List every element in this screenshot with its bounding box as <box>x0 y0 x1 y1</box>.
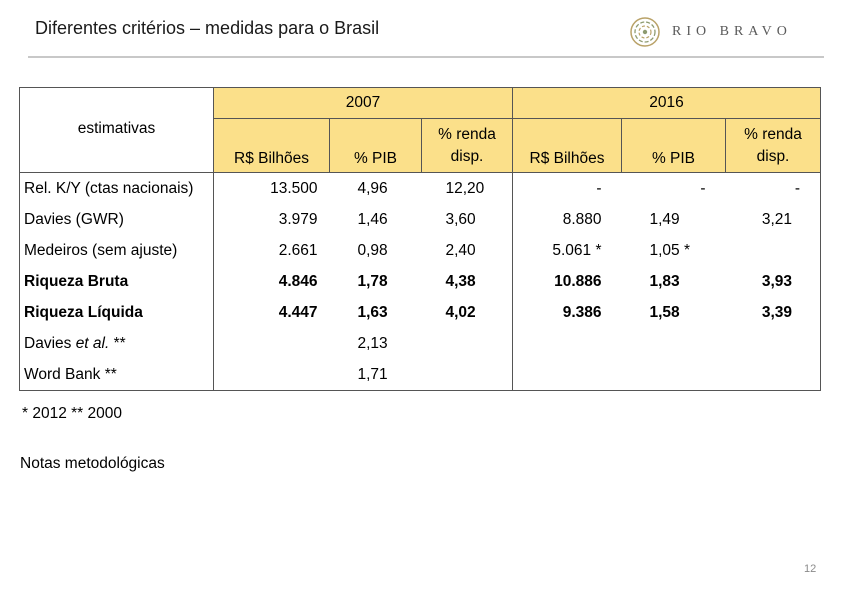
logo-circle-icon <box>630 17 660 47</box>
header-renda-line1: % renda <box>438 125 496 143</box>
cell-2016-pib: - <box>700 179 706 197</box>
cell-2007-renda: 3,60 <box>421 204 513 235</box>
row-label: Davies (GWR) <box>19 204 214 235</box>
cell-2016-renda: 3,21 <box>725 204 821 235</box>
header-year-2007: 2007 <box>213 87 513 119</box>
cell-2007-pib: 1,78 <box>357 272 388 290</box>
cell-2016-renda: 3,93 <box>725 266 821 297</box>
cell-2007-rs: 3.979 <box>278 210 318 228</box>
row-label-suffix: ** <box>109 334 126 352</box>
cell-2016-pib: 1,05 * <box>649 241 691 259</box>
row-label: Word Bank ** <box>19 359 214 391</box>
slide-title: Diferentes critérios – medidas para o Br… <box>35 18 380 38</box>
header-pct-renda-2007: % renda disp. <box>421 118 513 173</box>
table-row: Davies (GWR) 3.979 1,46 3,60 8.880 1,49 … <box>19 204 821 235</box>
cell-2016-renda <box>725 359 821 391</box>
cell-2007-pib: 2,13 <box>357 334 388 352</box>
cell-2007-pib: 4,96 <box>357 179 388 197</box>
header-pct-renda-2016: % renda disp. <box>725 118 821 173</box>
table-row: Rel. K/Y (ctas nacionais) 13.500 4,96 12… <box>19 172 821 204</box>
table-row: Riqueza Bruta 4.846 1,78 4,38 10.886 1,8… <box>19 266 821 297</box>
row-label: Medeiros (sem ajuste) <box>19 235 214 266</box>
cell-2016-pib: 1,58 <box>649 303 680 321</box>
page-number: 12 <box>804 563 817 575</box>
cell-2007-renda: 4,38 <box>421 266 513 297</box>
cell-2007-renda <box>421 359 513 391</box>
header-rs-bilhoes-2007: R$ Bilhões <box>213 118 330 173</box>
logo-wordmark: RIO BRAVO <box>672 24 792 39</box>
estimates-table: estimativas 2007 2016 R$ Bilhões % PIB %… <box>19 87 821 391</box>
cell-2007-rs <box>213 359 330 391</box>
cell-2007-renda: 12,20 <box>421 172 513 204</box>
cell-2016-rs: 8.880 <box>562 210 602 228</box>
header-rs-bilhoes-2016: R$ Bilhões <box>512 118 622 173</box>
cell-2007-renda: 4,02 <box>421 297 513 328</box>
row-label: Riqueza Bruta <box>19 266 214 297</box>
footnote: * 2012 ** 2000 <box>22 405 122 422</box>
row-label-italic: et al. <box>75 334 110 352</box>
header-year-2016: 2016 <box>512 87 821 119</box>
header-pct-pib-2007: % PIB <box>329 118 422 173</box>
table-row: Medeiros (sem ajuste) 2.661 0,98 2,40 5.… <box>19 235 821 266</box>
rio-bravo-logo: RIO BRAVO <box>628 14 828 50</box>
row-label-prefix: Davies <box>24 334 76 352</box>
cell-2016-rs: 9.386 <box>562 303 602 321</box>
cell-2007-pib: 1,46 <box>357 210 388 228</box>
table-row: Word Bank ** 1,71 <box>19 359 821 391</box>
header-estimativas: estimativas <box>19 87 214 173</box>
cell-2007-rs: 13.500 <box>270 179 318 197</box>
header-renda-line2: disp. <box>450 147 484 165</box>
cell-2007-pib: 0,98 <box>357 241 388 259</box>
cell-2007-rs <box>214 328 330 359</box>
table-row: Riqueza Líquida 4.447 1,63 4,02 9.386 1,… <box>19 297 821 328</box>
cell-2016-rs: 5.061 * <box>552 241 602 259</box>
cell-2016-renda <box>725 328 821 359</box>
cell-2007-pib: 1,63 <box>357 303 388 321</box>
title-divider <box>28 56 824 58</box>
cell-2007-rs: 4.447 <box>278 303 318 321</box>
header-renda-line2: disp. <box>756 147 790 165</box>
cell-2016-renda: - <box>725 172 821 204</box>
cell-2016-pib <box>622 328 726 359</box>
cell-2016-rs: - <box>596 179 602 197</box>
cell-2016-rs <box>513 328 622 359</box>
row-label: Riqueza Líquida <box>19 297 214 328</box>
cell-2007-pib: 1,71 <box>329 359 422 391</box>
cell-2016-renda: 3,39 <box>725 297 821 328</box>
notes-label: Notas metodológicas <box>20 455 165 472</box>
cell-2016-rs: 10.886 <box>554 272 602 290</box>
row-label: Rel. K/Y (ctas nacionais) <box>19 172 214 204</box>
cell-2016-pib: 1,49 <box>649 210 680 228</box>
cell-2016-renda <box>725 235 821 266</box>
cell-2016-rs <box>512 359 622 391</box>
row-label: Davies et al. ** <box>19 328 214 359</box>
header-pct-pib-2016: % PIB <box>621 118 726 173</box>
cell-2007-rs: 2.661 <box>278 241 318 259</box>
cell-2007-renda <box>421 328 513 359</box>
cell-2007-renda: 2,40 <box>421 235 513 266</box>
header-renda-line1: % renda <box>744 125 802 143</box>
table-row: Davies et al. ** 2,13 <box>19 328 821 359</box>
cell-2007-rs: 4.846 <box>278 272 318 290</box>
cell-2016-pib: 1,83 <box>649 272 680 290</box>
cell-2016-pib <box>621 359 726 391</box>
